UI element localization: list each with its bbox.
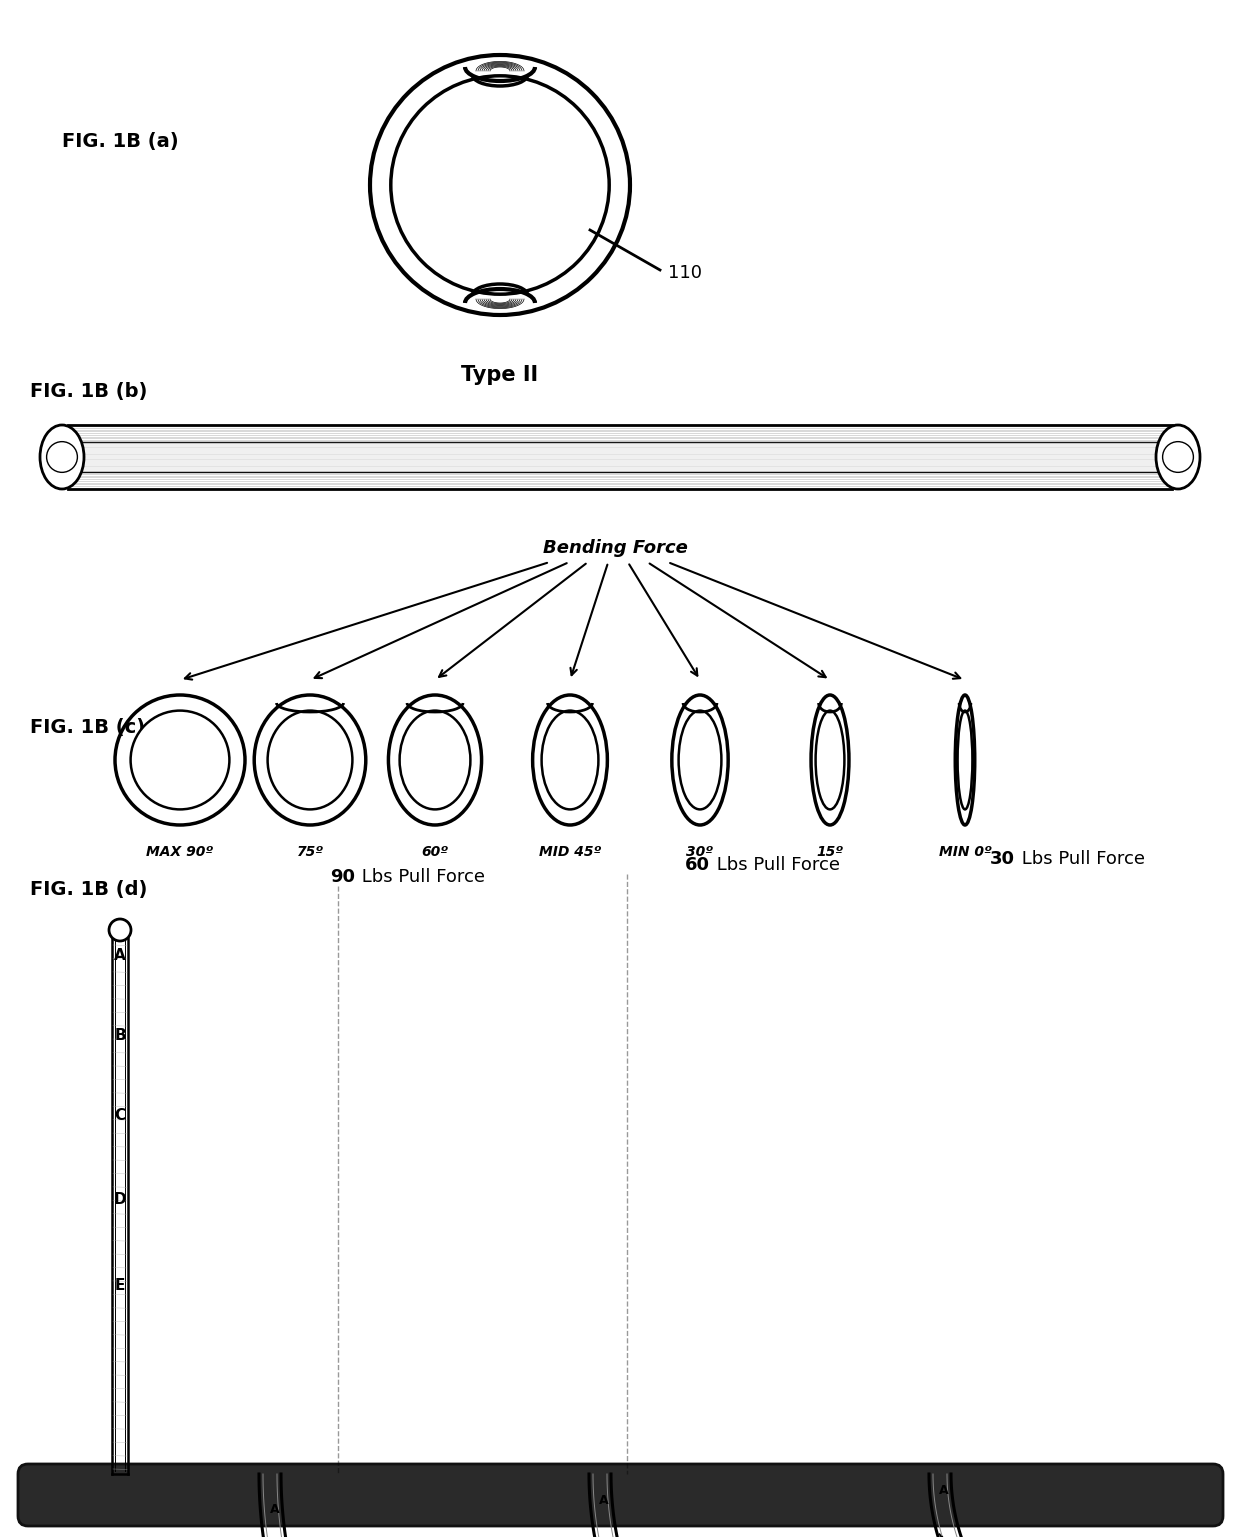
Ellipse shape — [957, 710, 972, 810]
Ellipse shape — [811, 695, 849, 825]
FancyBboxPatch shape — [19, 1465, 1223, 1526]
Text: E: E — [115, 1277, 125, 1293]
Ellipse shape — [399, 710, 470, 810]
Text: MID 45º: MID 45º — [539, 845, 601, 859]
Text: 75º: 75º — [296, 845, 324, 859]
Text: Type II: Type II — [461, 364, 538, 384]
Ellipse shape — [40, 426, 84, 489]
Ellipse shape — [268, 710, 352, 810]
Text: MAX 90º: MAX 90º — [146, 845, 213, 859]
Text: 60: 60 — [684, 856, 711, 875]
Text: FIG. 1B (c): FIG. 1B (c) — [30, 718, 145, 738]
Ellipse shape — [542, 710, 599, 810]
Text: A: A — [939, 1485, 949, 1497]
Text: A: A — [599, 1494, 609, 1508]
Text: 110: 110 — [668, 264, 702, 281]
Text: Lbs Pull Force: Lbs Pull Force — [356, 868, 485, 885]
Text: Lbs Pull Force: Lbs Pull Force — [1016, 850, 1145, 868]
Ellipse shape — [533, 695, 608, 825]
Ellipse shape — [254, 695, 366, 825]
Text: FIG. 1B (b): FIG. 1B (b) — [30, 383, 148, 401]
Ellipse shape — [130, 710, 229, 810]
Ellipse shape — [816, 710, 844, 810]
Circle shape — [109, 919, 131, 941]
Ellipse shape — [115, 695, 246, 825]
Ellipse shape — [678, 710, 722, 810]
Text: FIG. 1B (a): FIG. 1B (a) — [62, 132, 179, 151]
Text: A: A — [114, 947, 126, 962]
Text: 30º: 30º — [687, 845, 713, 859]
Text: MIN 0º: MIN 0º — [939, 845, 992, 859]
Text: Lbs Pull Force: Lbs Pull Force — [711, 856, 839, 875]
Text: D: D — [114, 1193, 126, 1208]
Text: 60º: 60º — [422, 845, 449, 859]
Text: 15º: 15º — [816, 845, 843, 859]
Ellipse shape — [672, 695, 728, 825]
Text: A: A — [269, 1503, 279, 1515]
Ellipse shape — [955, 695, 975, 825]
Text: C: C — [114, 1108, 125, 1122]
Text: 30: 30 — [990, 850, 1016, 868]
Text: Bending Force: Bending Force — [543, 539, 687, 556]
Ellipse shape — [1156, 426, 1200, 489]
Text: 90: 90 — [330, 868, 355, 885]
Text: FIG. 1B (d): FIG. 1B (d) — [30, 881, 148, 899]
Text: B: B — [114, 1028, 125, 1042]
Ellipse shape — [388, 695, 481, 825]
